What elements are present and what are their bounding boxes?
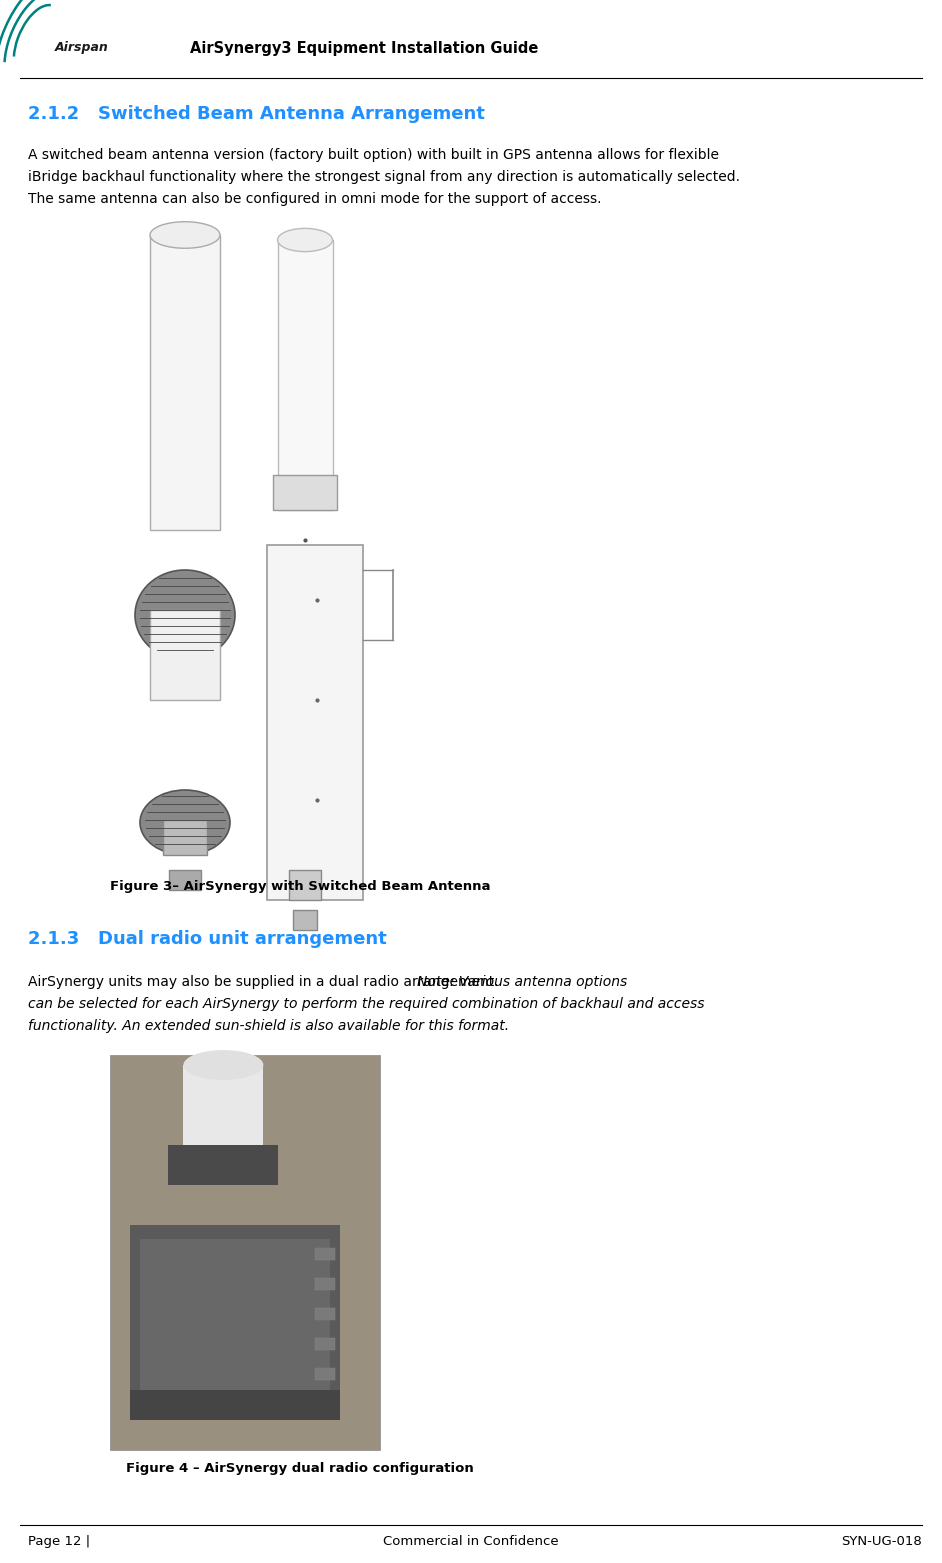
Bar: [315, 1308, 335, 1321]
Bar: [150, 610, 220, 700]
Bar: [273, 475, 337, 510]
Ellipse shape: [140, 789, 230, 855]
Bar: [267, 545, 363, 900]
Bar: [110, 1055, 380, 1450]
Bar: [157, 621, 213, 660]
Text: Page 12 |: Page 12 |: [28, 1535, 90, 1547]
Text: 2.1.2   Switched Beam Antenna Arrangement: 2.1.2 Switched Beam Antenna Arrangement: [28, 105, 485, 123]
Text: SYN-UG-018: SYN-UG-018: [841, 1535, 922, 1547]
Bar: [110, 216, 380, 800]
Text: Figure 3– AirSynergy with Switched Beam Antenna: Figure 3– AirSynergy with Switched Beam …: [110, 880, 490, 892]
Bar: [293, 910, 317, 930]
Text: AirSynergy units may also be supplied in a dual radio arrangement.: AirSynergy units may also be supplied in…: [28, 975, 503, 989]
Text: Note: Various antenna options: Note: Various antenna options: [416, 975, 626, 989]
Bar: [184, 1064, 264, 1180]
Bar: [130, 1225, 340, 1421]
Bar: [289, 871, 321, 900]
Bar: [169, 1146, 279, 1185]
Bar: [130, 1390, 340, 1421]
Text: Figure 4 – AirSynergy dual radio configuration: Figure 4 – AirSynergy dual radio configu…: [126, 1461, 474, 1475]
Text: A switched beam antenna version (factory built option) with built in GPS antenna: A switched beam antenna version (factory…: [28, 148, 719, 163]
Text: Airspan: Airspan: [55, 42, 108, 55]
Ellipse shape: [150, 222, 220, 249]
Ellipse shape: [184, 1050, 264, 1080]
Bar: [315, 1247, 335, 1260]
Text: 2.1.3   Dual radio unit arrangement: 2.1.3 Dual radio unit arrangement: [28, 930, 387, 949]
Bar: [163, 821, 207, 855]
Text: can be selected for each AirSynergy to perform the required combination of backh: can be selected for each AirSynergy to p…: [28, 997, 705, 1011]
Text: functionality. An extended sun-shield is also available for this format.: functionality. An extended sun-shield is…: [28, 1019, 509, 1033]
Bar: [315, 1279, 335, 1289]
Ellipse shape: [135, 570, 235, 660]
Bar: [315, 1368, 335, 1380]
Text: The same antenna can also be configured in omni mode for the support of access.: The same antenna can also be configured …: [28, 192, 602, 206]
Bar: [315, 1338, 335, 1350]
Bar: [140, 1238, 330, 1410]
Bar: [169, 871, 201, 889]
Ellipse shape: [278, 228, 333, 252]
Bar: [278, 241, 333, 510]
Text: iBridge backhaul functionality where the strongest signal from any direction is : iBridge backhaul functionality where the…: [28, 170, 740, 184]
Bar: [150, 234, 220, 530]
Text: AirSynergy3 Equipment Installation Guide: AirSynergy3 Equipment Installation Guide: [190, 41, 539, 56]
Text: Commercial in Confidence: Commercial in Confidence: [383, 1535, 559, 1547]
